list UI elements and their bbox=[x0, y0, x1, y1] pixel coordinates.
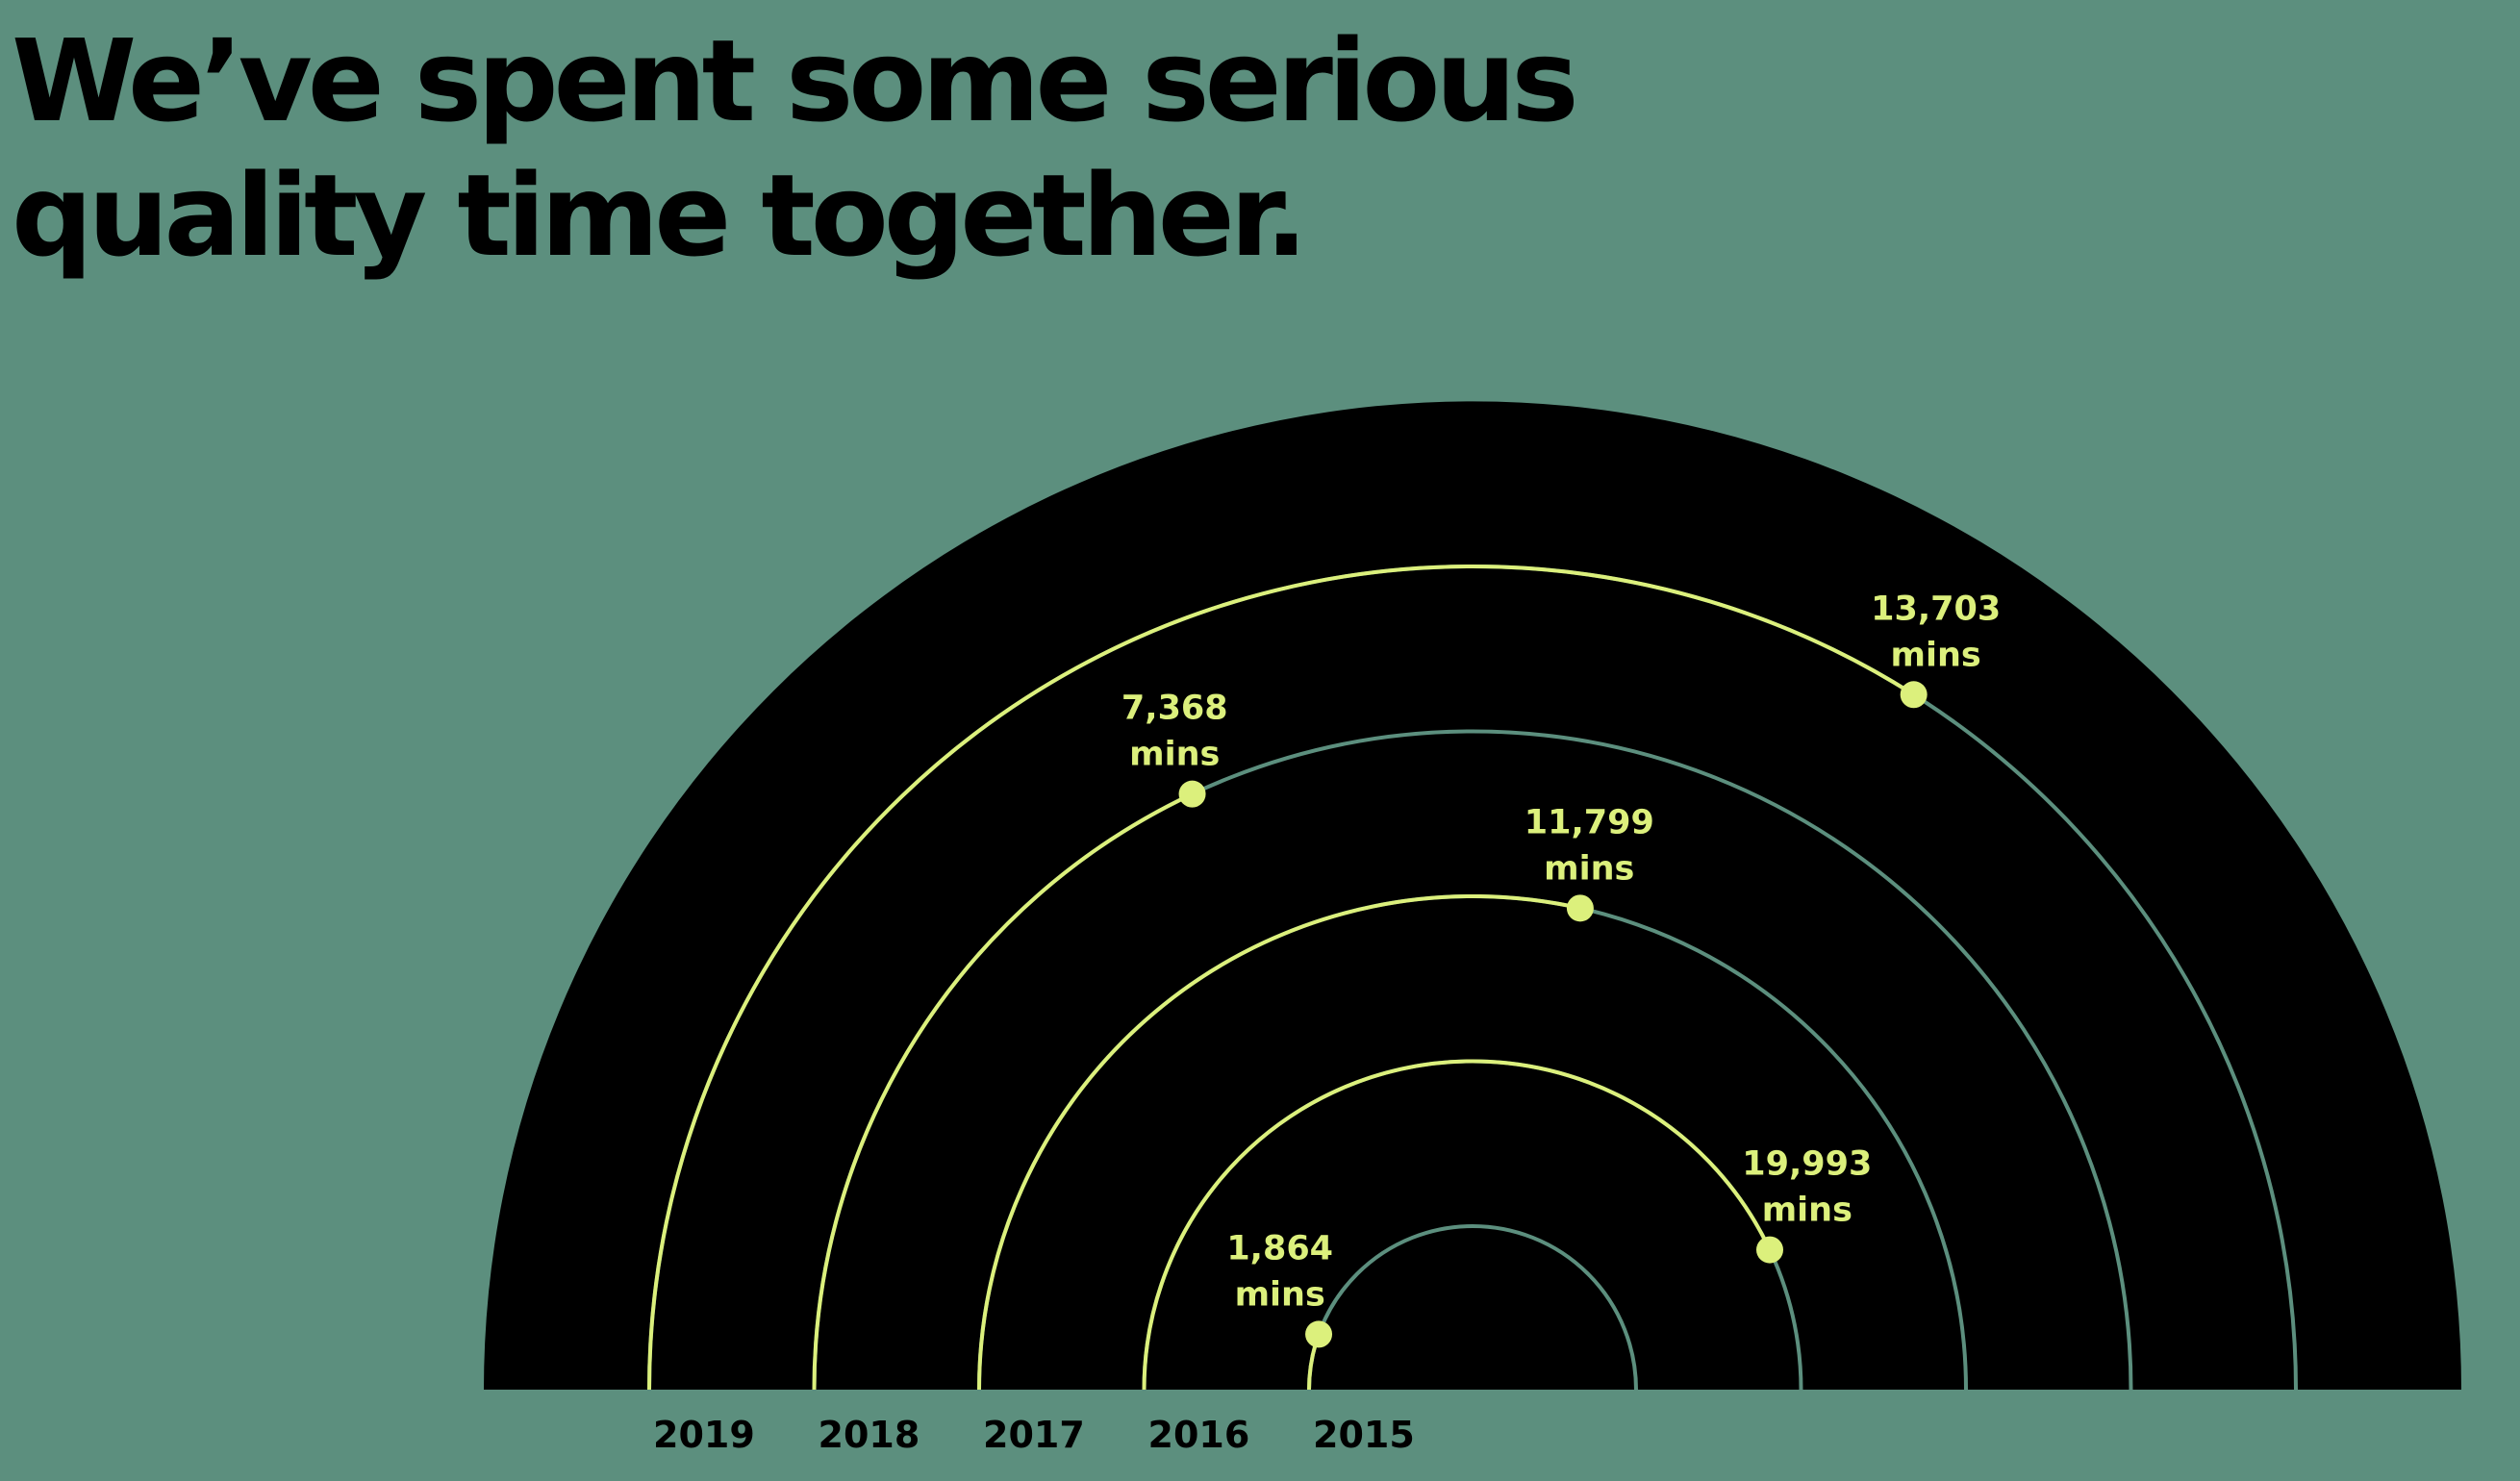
unit-label-2019: mins bbox=[1891, 636, 1981, 674]
chart-rings bbox=[647, 565, 2298, 1391]
ring-progress-2018 bbox=[812, 791, 1194, 1391]
value-label-2018: 7,368 bbox=[1121, 690, 1228, 728]
year-label-2015: 2015 bbox=[1313, 1414, 1415, 1456]
ring-progress-2016 bbox=[1142, 1059, 1772, 1391]
page-title-line-1: We’ve spent some serious bbox=[12, 14, 1579, 147]
page-title: We’ve spent some serious quality time to… bbox=[12, 13, 1647, 283]
year-label-2017: 2017 bbox=[983, 1414, 1085, 1456]
ring-marker-2015 bbox=[1305, 1320, 1333, 1348]
unit-label-2018: mins bbox=[1129, 736, 1220, 774]
ring-marker-2018 bbox=[1178, 780, 1206, 808]
chart-labels: 1,864 mins 2015 19,993 mins 2016 11,799 mins 201… bbox=[653, 590, 2001, 1456]
ring-progress-2017 bbox=[977, 893, 1581, 1391]
year-label-2019: 2019 bbox=[653, 1414, 755, 1456]
year-label-2016: 2016 bbox=[1148, 1414, 1250, 1456]
ring-marker-2019 bbox=[1900, 681, 1928, 709]
year-label-2018: 2018 bbox=[819, 1414, 920, 1456]
unit-label-2016: mins bbox=[1762, 1192, 1852, 1230]
ring-track-2015 bbox=[1307, 1224, 1638, 1391]
value-label-2017: 11,799 bbox=[1525, 803, 1654, 841]
unit-label-2015: mins bbox=[1235, 1275, 1325, 1314]
ring-progress-2019 bbox=[647, 565, 1915, 1391]
value-label-2019: 13,703 bbox=[1871, 590, 2001, 628]
ring-marker-2017 bbox=[1566, 894, 1594, 922]
page-title-line-2: quality time together. bbox=[12, 149, 1308, 282]
value-label-2015: 1,864 bbox=[1226, 1229, 1333, 1268]
value-label-2016: 19,993 bbox=[1742, 1145, 1872, 1184]
ring-marker-2016 bbox=[1756, 1236, 1783, 1264]
unit-label-2017: mins bbox=[1544, 849, 1634, 888]
